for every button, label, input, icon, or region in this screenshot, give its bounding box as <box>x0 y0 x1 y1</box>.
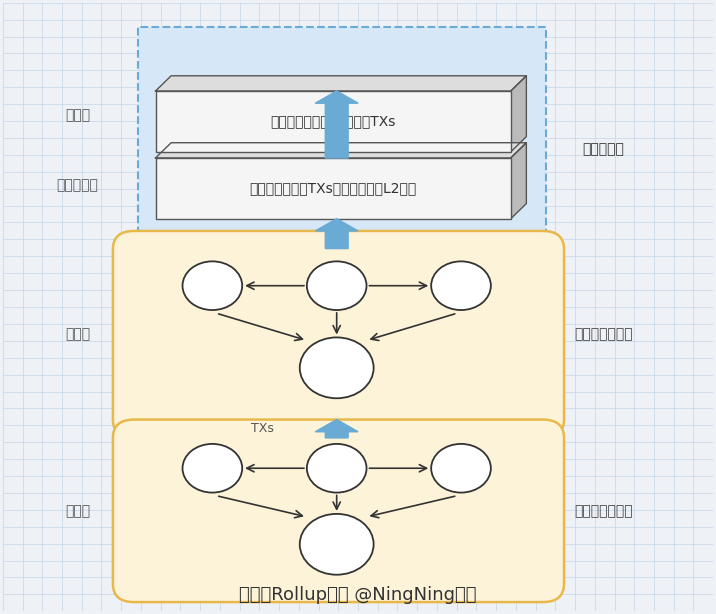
Polygon shape <box>315 91 358 158</box>
Polygon shape <box>315 419 358 438</box>
Polygon shape <box>511 76 526 152</box>
Text: 去中心化序列器: 去中心化序列器 <box>574 504 632 518</box>
Text: TXs: TXs <box>251 422 274 435</box>
Text: 以太坊主网: 以太坊主网 <box>582 142 624 156</box>
Text: 执行层: 执行层 <box>65 504 90 518</box>
Ellipse shape <box>300 514 374 575</box>
Ellipse shape <box>307 262 367 310</box>
Ellipse shape <box>183 444 242 492</box>
FancyBboxPatch shape <box>113 419 564 602</box>
FancyBboxPatch shape <box>155 91 511 152</box>
Text: 结算层: 结算层 <box>65 327 90 341</box>
FancyBboxPatch shape <box>137 27 546 237</box>
Text: 共识层: 共识层 <box>65 108 90 122</box>
Polygon shape <box>315 219 358 249</box>
Polygon shape <box>155 76 526 91</box>
Polygon shape <box>511 142 526 219</box>
Ellipse shape <box>431 262 491 310</box>
Ellipse shape <box>307 444 367 492</box>
Ellipse shape <box>300 338 374 398</box>
Text: 保存经过验证的TXs，可随时重建L2状态: 保存经过验证的TXs，可随时重建L2状态 <box>249 181 417 195</box>
Ellipse shape <box>431 444 491 492</box>
FancyBboxPatch shape <box>155 158 511 219</box>
FancyBboxPatch shape <box>113 231 564 438</box>
Text: 排序和最终确认L2提交的TXs: 排序和最终确认L2提交的TXs <box>271 114 396 128</box>
Text: 数据可用层: 数据可用层 <box>57 178 98 192</box>
Text: 主权性Rollup架构 @NingNing制图: 主权性Rollup架构 @NingNing制图 <box>239 586 477 604</box>
Ellipse shape <box>183 262 242 310</box>
Text: 主权性验证网络: 主权性验证网络 <box>574 327 632 341</box>
Polygon shape <box>155 142 526 158</box>
